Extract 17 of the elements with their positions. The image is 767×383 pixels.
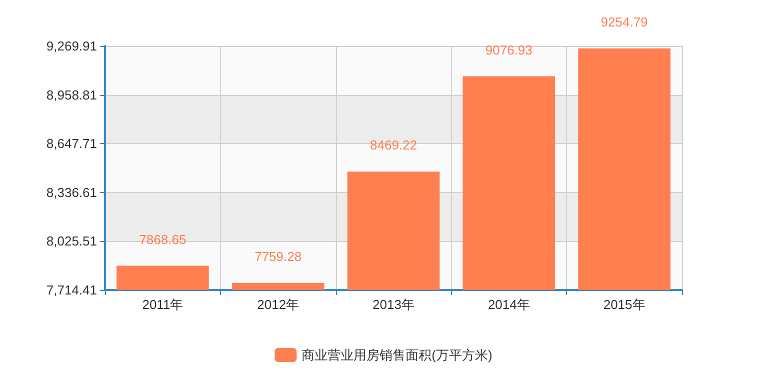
y-tick-label: 9,269.91 <box>46 38 97 54</box>
x-tick-label: 2014年 <box>488 297 530 312</box>
data-label: 7759.28 <box>254 248 302 264</box>
data-label: 9254.79 <box>600 14 648 30</box>
x-tick-label: 2011年 <box>142 297 184 312</box>
data-label: 8469.22 <box>370 138 417 153</box>
y-tick-label: 8,958.81 <box>46 87 97 102</box>
x-tick-label: 2015年 <box>603 297 646 312</box>
y-tick-label: 8,025.51 <box>46 234 97 249</box>
legend-label: 商业营业用房销售面积(万平方米) <box>302 348 492 362</box>
x-tick-label: 2013年 <box>372 297 414 312</box>
x-tick-label: 2012年 <box>257 297 300 312</box>
data-label: 7868.65 <box>139 232 186 247</box>
data-label: 9076.93 <box>485 42 532 58</box>
y-tick-label: 8,336.61 <box>46 184 97 200</box>
y-tick-label: 7,714.41 <box>46 282 97 298</box>
y-tick-label: 8,647.71 <box>46 136 97 152</box>
